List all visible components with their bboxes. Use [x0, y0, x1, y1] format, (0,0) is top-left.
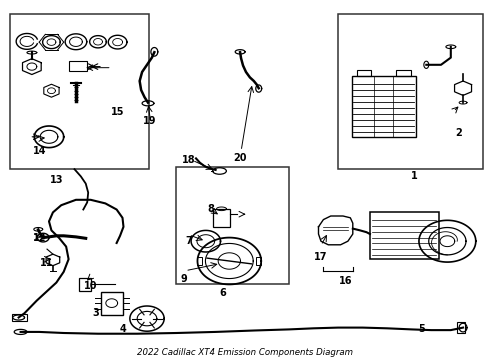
Text: 6: 6	[220, 288, 226, 298]
Bar	[357, 70, 371, 76]
Bar	[101, 292, 122, 315]
Text: 4: 4	[119, 324, 126, 334]
Text: 13: 13	[49, 175, 63, 185]
Bar	[338, 14, 483, 169]
Bar	[396, 70, 411, 76]
Text: 19: 19	[143, 116, 156, 126]
Bar	[12, 314, 27, 321]
Text: 12: 12	[32, 233, 46, 243]
Text: 10: 10	[84, 281, 98, 291]
Text: 3: 3	[92, 308, 99, 318]
Text: 2: 2	[455, 128, 462, 138]
Text: 2022 Cadillac XT4 Emission Components Diagram: 2022 Cadillac XT4 Emission Components Di…	[137, 348, 353, 356]
Text: 14: 14	[33, 146, 47, 156]
Text: 11: 11	[40, 258, 53, 268]
Text: 7: 7	[185, 236, 192, 246]
Text: 15: 15	[111, 107, 124, 117]
Bar	[352, 76, 416, 137]
Text: 18: 18	[182, 155, 196, 165]
Bar	[256, 257, 261, 265]
Bar	[213, 209, 230, 227]
Bar	[197, 257, 202, 265]
Text: 17: 17	[314, 252, 328, 262]
Bar	[79, 278, 91, 291]
Text: 8: 8	[207, 204, 214, 214]
Text: 16: 16	[339, 276, 352, 286]
Text: 1: 1	[411, 171, 417, 181]
Bar	[176, 167, 289, 284]
Bar	[457, 322, 465, 333]
Text: 5: 5	[418, 324, 425, 334]
Bar	[10, 14, 149, 169]
Text: 20: 20	[233, 153, 247, 163]
Bar	[370, 212, 439, 259]
Bar	[69, 61, 87, 71]
Text: 9: 9	[180, 274, 187, 284]
